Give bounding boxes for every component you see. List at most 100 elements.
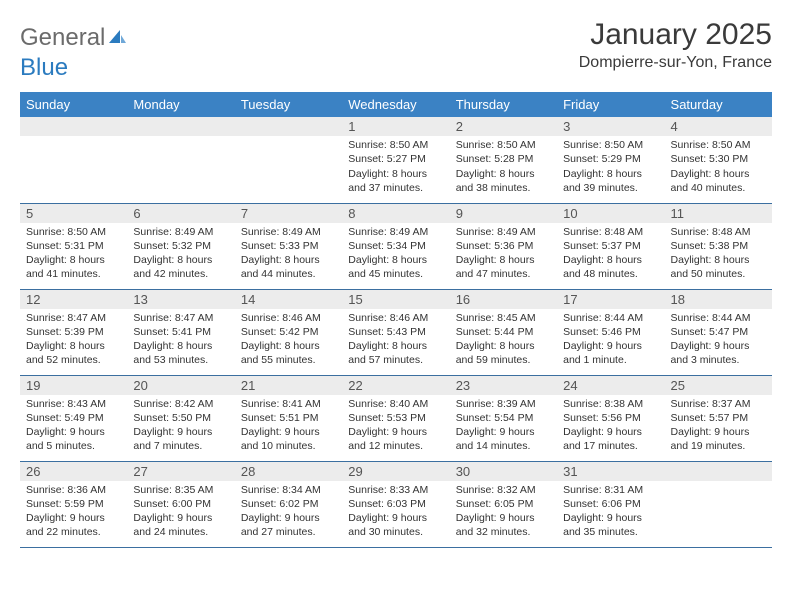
calendar-cell: 17Sunrise: 8:44 AMSunset: 5:46 PMDayligh… bbox=[557, 289, 664, 375]
calendar-row: 5Sunrise: 8:50 AMSunset: 5:31 PMDaylight… bbox=[20, 203, 772, 289]
day-details: Sunrise: 8:49 AMSunset: 5:32 PMDaylight:… bbox=[127, 223, 234, 286]
calendar-cell: 26Sunrise: 8:36 AMSunset: 5:59 PMDayligh… bbox=[20, 461, 127, 547]
calendar-header-row: SundayMondayTuesdayWednesdayThursdayFrid… bbox=[20, 92, 772, 117]
calendar-cell bbox=[127, 117, 234, 203]
day-number-empty bbox=[20, 117, 127, 136]
calendar-table: SundayMondayTuesdayWednesdayThursdayFrid… bbox=[20, 92, 772, 548]
day-details: Sunrise: 8:46 AMSunset: 5:42 PMDaylight:… bbox=[235, 309, 342, 372]
day-number: 30 bbox=[450, 462, 557, 481]
calendar-cell: 29Sunrise: 8:33 AMSunset: 6:03 PMDayligh… bbox=[342, 461, 449, 547]
brand-sail-icon bbox=[107, 24, 127, 52]
calendar-cell: 10Sunrise: 8:48 AMSunset: 5:37 PMDayligh… bbox=[557, 203, 664, 289]
day-details: Sunrise: 8:50 AMSunset: 5:27 PMDaylight:… bbox=[342, 136, 449, 199]
calendar-cell: 8Sunrise: 8:49 AMSunset: 5:34 PMDaylight… bbox=[342, 203, 449, 289]
day-number: 29 bbox=[342, 462, 449, 481]
day-details: Sunrise: 8:38 AMSunset: 5:56 PMDaylight:… bbox=[557, 395, 664, 458]
calendar-cell: 24Sunrise: 8:38 AMSunset: 5:56 PMDayligh… bbox=[557, 375, 664, 461]
day-number: 13 bbox=[127, 290, 234, 309]
day-details: Sunrise: 8:47 AMSunset: 5:39 PMDaylight:… bbox=[20, 309, 127, 372]
day-number: 18 bbox=[665, 290, 772, 309]
brand-part2: Blue bbox=[20, 54, 68, 81]
calendar-cell: 14Sunrise: 8:46 AMSunset: 5:42 PMDayligh… bbox=[235, 289, 342, 375]
day-details: Sunrise: 8:49 AMSunset: 5:36 PMDaylight:… bbox=[450, 223, 557, 286]
weekday-header: Friday bbox=[557, 92, 664, 117]
day-details: Sunrise: 8:47 AMSunset: 5:41 PMDaylight:… bbox=[127, 309, 234, 372]
day-number: 12 bbox=[20, 290, 127, 309]
calendar-cell: 31Sunrise: 8:31 AMSunset: 6:06 PMDayligh… bbox=[557, 461, 664, 547]
calendar-cell: 5Sunrise: 8:50 AMSunset: 5:31 PMDaylight… bbox=[20, 203, 127, 289]
day-number-empty bbox=[127, 117, 234, 136]
day-number: 17 bbox=[557, 290, 664, 309]
calendar-cell: 15Sunrise: 8:46 AMSunset: 5:43 PMDayligh… bbox=[342, 289, 449, 375]
day-details: Sunrise: 8:50 AMSunset: 5:30 PMDaylight:… bbox=[665, 136, 772, 199]
day-details: Sunrise: 8:32 AMSunset: 6:05 PMDaylight:… bbox=[450, 481, 557, 544]
day-number: 22 bbox=[342, 376, 449, 395]
calendar-cell: 18Sunrise: 8:44 AMSunset: 5:47 PMDayligh… bbox=[665, 289, 772, 375]
day-number: 6 bbox=[127, 204, 234, 223]
day-details: Sunrise: 8:36 AMSunset: 5:59 PMDaylight:… bbox=[20, 481, 127, 544]
weekday-header: Thursday bbox=[450, 92, 557, 117]
brand-text: General Blue bbox=[20, 24, 127, 82]
weekday-header: Saturday bbox=[665, 92, 772, 117]
day-details: Sunrise: 8:42 AMSunset: 5:50 PMDaylight:… bbox=[127, 395, 234, 458]
weekday-header: Tuesday bbox=[235, 92, 342, 117]
day-details: Sunrise: 8:45 AMSunset: 5:44 PMDaylight:… bbox=[450, 309, 557, 372]
weekday-header: Sunday bbox=[20, 92, 127, 117]
day-number: 5 bbox=[20, 204, 127, 223]
calendar-row: 19Sunrise: 8:43 AMSunset: 5:49 PMDayligh… bbox=[20, 375, 772, 461]
calendar-row: 26Sunrise: 8:36 AMSunset: 5:59 PMDayligh… bbox=[20, 461, 772, 547]
day-number: 1 bbox=[342, 117, 449, 136]
day-details: Sunrise: 8:50 AMSunset: 5:31 PMDaylight:… bbox=[20, 223, 127, 286]
calendar-cell: 12Sunrise: 8:47 AMSunset: 5:39 PMDayligh… bbox=[20, 289, 127, 375]
day-details: Sunrise: 8:44 AMSunset: 5:46 PMDaylight:… bbox=[557, 309, 664, 372]
calendar-cell: 22Sunrise: 8:40 AMSunset: 5:53 PMDayligh… bbox=[342, 375, 449, 461]
day-details: Sunrise: 8:35 AMSunset: 6:00 PMDaylight:… bbox=[127, 481, 234, 544]
day-number: 3 bbox=[557, 117, 664, 136]
calendar-cell: 6Sunrise: 8:49 AMSunset: 5:32 PMDaylight… bbox=[127, 203, 234, 289]
page-header: General Blue January 2025 Dompierre-sur-Y… bbox=[20, 18, 772, 82]
day-number: 19 bbox=[20, 376, 127, 395]
day-number: 7 bbox=[235, 204, 342, 223]
day-details: Sunrise: 8:49 AMSunset: 5:34 PMDaylight:… bbox=[342, 223, 449, 286]
day-details: Sunrise: 8:40 AMSunset: 5:53 PMDaylight:… bbox=[342, 395, 449, 458]
location-text: Dompierre-sur-Yon, France bbox=[579, 54, 772, 72]
day-number: 10 bbox=[557, 204, 664, 223]
day-details: Sunrise: 8:44 AMSunset: 5:47 PMDaylight:… bbox=[665, 309, 772, 372]
day-details: Sunrise: 8:33 AMSunset: 6:03 PMDaylight:… bbox=[342, 481, 449, 544]
weekday-header: Monday bbox=[127, 92, 234, 117]
day-number: 2 bbox=[450, 117, 557, 136]
day-details: Sunrise: 8:41 AMSunset: 5:51 PMDaylight:… bbox=[235, 395, 342, 458]
calendar-cell bbox=[20, 117, 127, 203]
day-number: 14 bbox=[235, 290, 342, 309]
calendar-body: 1Sunrise: 8:50 AMSunset: 5:27 PMDaylight… bbox=[20, 117, 772, 547]
day-details: Sunrise: 8:34 AMSunset: 6:02 PMDaylight:… bbox=[235, 481, 342, 544]
calendar-cell: 16Sunrise: 8:45 AMSunset: 5:44 PMDayligh… bbox=[450, 289, 557, 375]
calendar-cell: 9Sunrise: 8:49 AMSunset: 5:36 PMDaylight… bbox=[450, 203, 557, 289]
calendar-cell bbox=[665, 461, 772, 547]
calendar-cell: 4Sunrise: 8:50 AMSunset: 5:30 PMDaylight… bbox=[665, 117, 772, 203]
month-title: January 2025 bbox=[579, 18, 772, 52]
day-number: 11 bbox=[665, 204, 772, 223]
calendar-cell: 21Sunrise: 8:41 AMSunset: 5:51 PMDayligh… bbox=[235, 375, 342, 461]
day-number: 23 bbox=[450, 376, 557, 395]
day-details: Sunrise: 8:46 AMSunset: 5:43 PMDaylight:… bbox=[342, 309, 449, 372]
weekday-header: Wednesday bbox=[342, 92, 449, 117]
day-details: Sunrise: 8:50 AMSunset: 5:28 PMDaylight:… bbox=[450, 136, 557, 199]
day-number: 21 bbox=[235, 376, 342, 395]
day-details: Sunrise: 8:50 AMSunset: 5:29 PMDaylight:… bbox=[557, 136, 664, 199]
calendar-cell: 11Sunrise: 8:48 AMSunset: 5:38 PMDayligh… bbox=[665, 203, 772, 289]
day-details: Sunrise: 8:37 AMSunset: 5:57 PMDaylight:… bbox=[665, 395, 772, 458]
day-number: 27 bbox=[127, 462, 234, 481]
calendar-cell: 2Sunrise: 8:50 AMSunset: 5:28 PMDaylight… bbox=[450, 117, 557, 203]
calendar-cell bbox=[235, 117, 342, 203]
day-details: Sunrise: 8:49 AMSunset: 5:33 PMDaylight:… bbox=[235, 223, 342, 286]
brand-part1: General bbox=[20, 24, 105, 51]
calendar-cell: 7Sunrise: 8:49 AMSunset: 5:33 PMDaylight… bbox=[235, 203, 342, 289]
day-details: Sunrise: 8:39 AMSunset: 5:54 PMDaylight:… bbox=[450, 395, 557, 458]
day-number: 15 bbox=[342, 290, 449, 309]
calendar-cell: 28Sunrise: 8:34 AMSunset: 6:02 PMDayligh… bbox=[235, 461, 342, 547]
day-number-empty bbox=[665, 462, 772, 481]
day-number: 4 bbox=[665, 117, 772, 136]
title-block: January 2025 Dompierre-sur-Yon, France bbox=[579, 18, 772, 72]
day-number: 26 bbox=[20, 462, 127, 481]
